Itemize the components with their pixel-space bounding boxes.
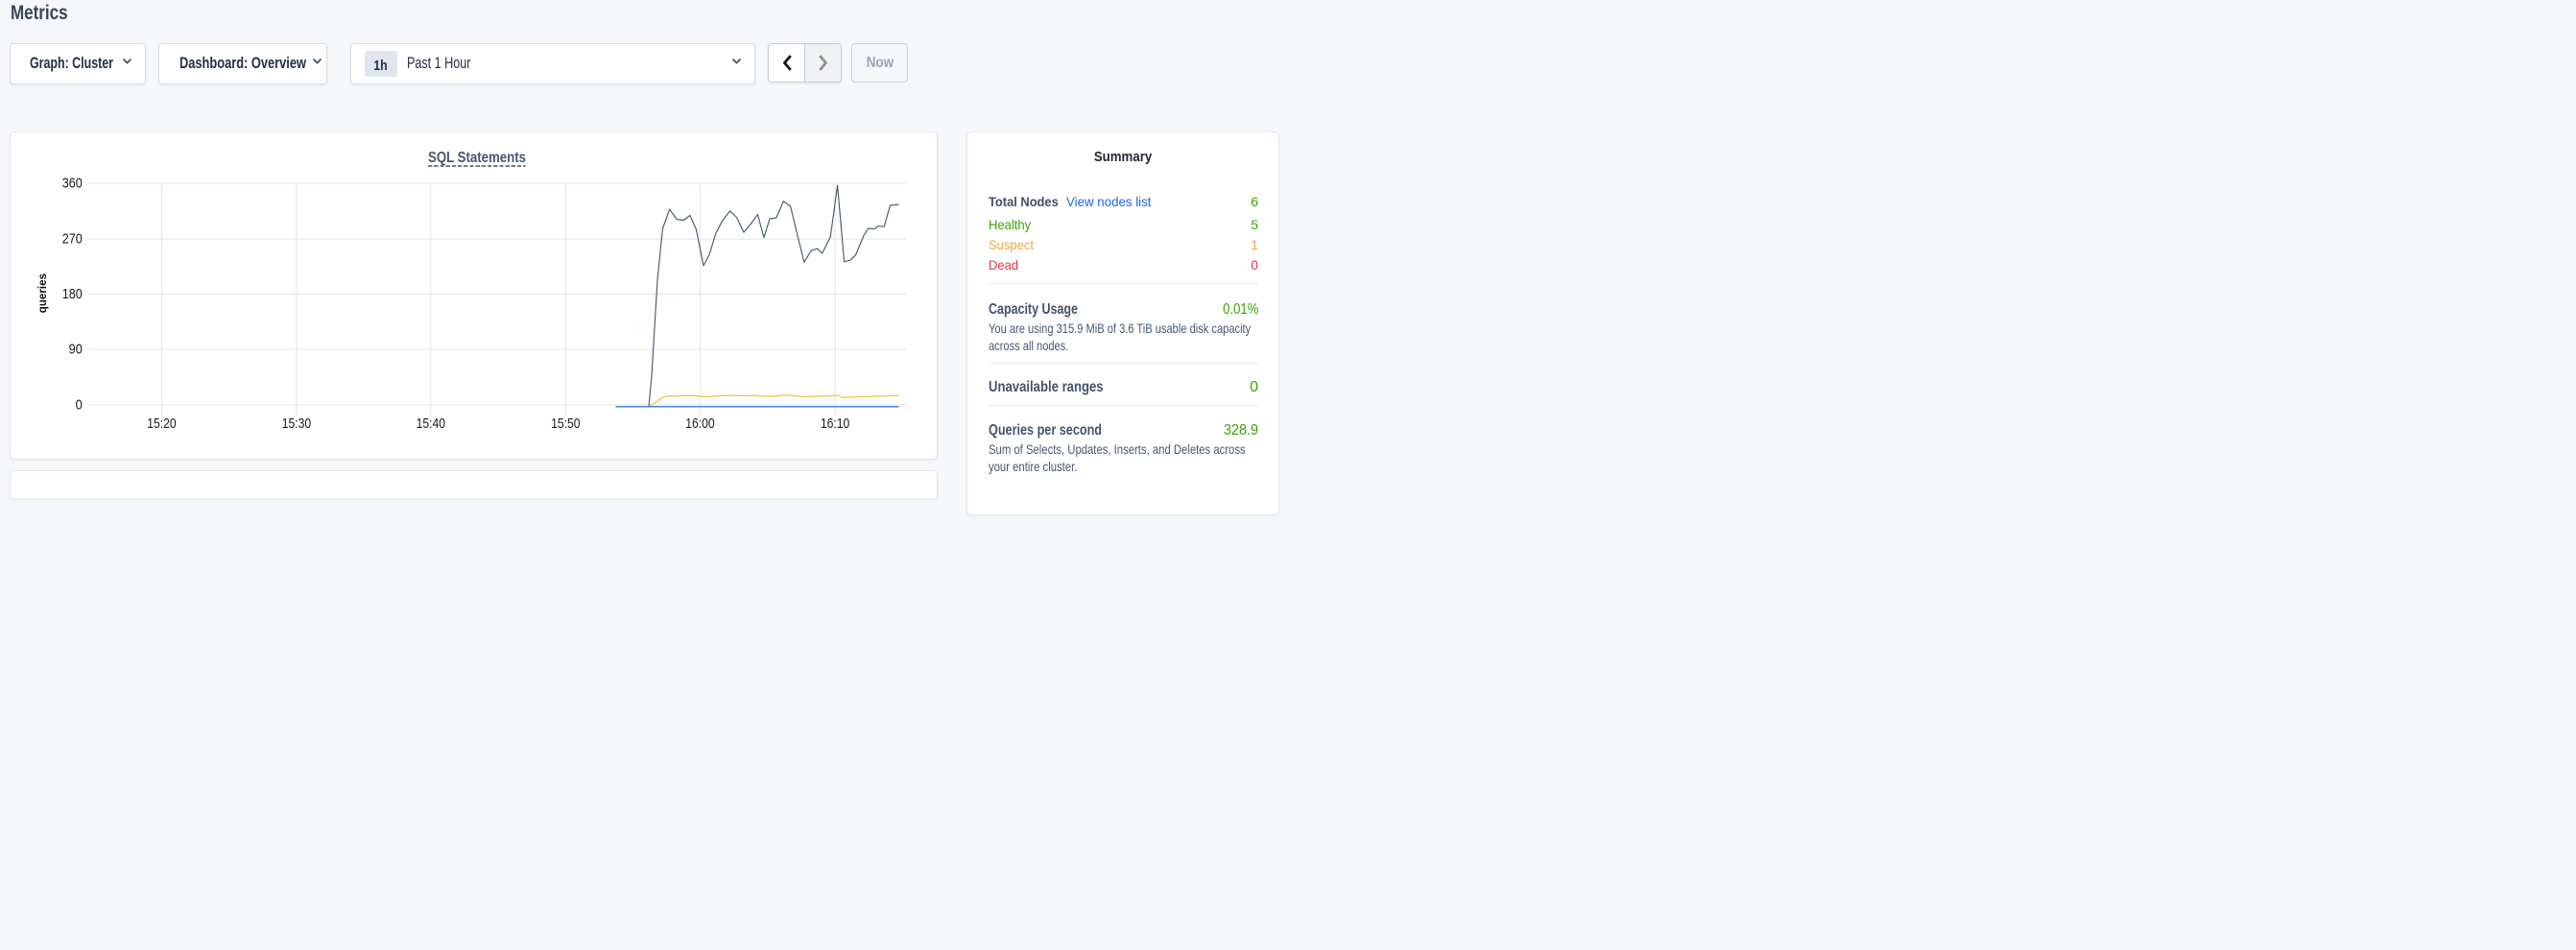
svg-text:360: 360 bbox=[61, 175, 82, 191]
svg-text:queries: queries bbox=[37, 273, 49, 312]
svg-text:90: 90 bbox=[68, 341, 82, 357]
svg-text:15:20: 15:20 bbox=[147, 415, 176, 431]
svg-text:270: 270 bbox=[61, 230, 82, 247]
svg-text:15:50: 15:50 bbox=[551, 415, 580, 431]
svg-text:15:30: 15:30 bbox=[281, 415, 310, 431]
svg-text:15:40: 15:40 bbox=[416, 415, 444, 431]
svg-text:0: 0 bbox=[75, 396, 82, 413]
svg-text:16:10: 16:10 bbox=[820, 415, 848, 431]
svg-text:16:00: 16:00 bbox=[685, 415, 714, 431]
svg-text:180: 180 bbox=[61, 285, 82, 301]
